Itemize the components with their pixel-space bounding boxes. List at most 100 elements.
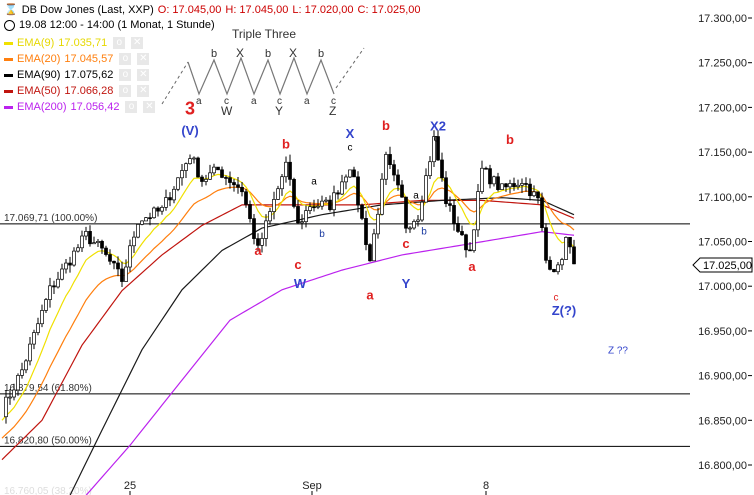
- candle: [200, 174, 204, 187]
- candle: [392, 159, 396, 182]
- ema9-label: EMA(9): [17, 37, 55, 49]
- candle-body: [156, 207, 160, 212]
- candle: [272, 191, 276, 220]
- ohlc-close: C: 17.025,00: [357, 3, 421, 16]
- ema50-close-button[interactable]: ✕: [137, 85, 150, 97]
- candle: [164, 189, 168, 211]
- candle-body: [544, 227, 548, 261]
- price-axis[interactable]: 17.300,00 17.250,00 17.200,00 17.150,00 17.1…: [698, 13, 752, 472]
- fib-label: 16.760,05 (38.20%): [4, 486, 92, 495]
- candle-body: [224, 177, 228, 179]
- candle-body: [312, 206, 316, 209]
- inset-top-x2: X: [289, 46, 297, 60]
- wave-label: a: [468, 259, 476, 274]
- candle: [352, 166, 356, 178]
- y-tick-label: 17.250,00: [698, 58, 747, 70]
- candle-body: [456, 223, 460, 232]
- candle: [268, 208, 272, 225]
- candle: [48, 277, 52, 308]
- candle: [96, 238, 100, 248]
- candle-body: [348, 169, 352, 178]
- candle: [400, 180, 404, 198]
- candle: [172, 186, 176, 204]
- candle: [368, 243, 372, 262]
- candle: [236, 177, 240, 194]
- candle-body: [464, 234, 468, 251]
- inset-bot-a2: a: [251, 96, 257, 107]
- candle: [496, 172, 500, 192]
- candle-body: [476, 191, 480, 231]
- ema50-settings-button[interactable]: o: [119, 85, 132, 97]
- candle-body: [244, 191, 248, 205]
- candle: [500, 183, 504, 190]
- legend-ema50: EMA(50) 17.066,28 o ✕: [4, 85, 150, 97]
- candle-body: [260, 238, 264, 246]
- candle-body: [188, 158, 192, 165]
- candle-body: [420, 201, 424, 221]
- candle: [428, 156, 432, 179]
- indicator-icon[interactable]: ⌛: [4, 4, 18, 16]
- candle: [84, 226, 88, 241]
- ema50-value: 17.066,28: [64, 85, 114, 97]
- candle: [440, 152, 444, 182]
- candle: [216, 166, 220, 171]
- candle-body: [196, 157, 200, 178]
- candle: [184, 162, 188, 178]
- x-tick-label: 8: [483, 480, 489, 492]
- ema90-settings-button[interactable]: o: [119, 69, 132, 81]
- candle-body: [408, 227, 412, 230]
- candle: [356, 171, 360, 213]
- candle-body: [20, 369, 24, 376]
- candle: [544, 223, 548, 264]
- candle-body: [100, 240, 104, 249]
- candle: [460, 225, 464, 237]
- candle-body: [488, 168, 492, 185]
- ema9-close-button[interactable]: ✕: [131, 37, 144, 49]
- candle-body: [452, 205, 456, 224]
- candle: [12, 383, 16, 401]
- ema20-close-button[interactable]: ✕: [137, 53, 150, 65]
- candle-body: [528, 183, 532, 197]
- wave-label: W: [294, 276, 307, 291]
- fib-label: 16.879,54 (61.80%): [4, 383, 92, 394]
- ema9-settings-button[interactable]: o: [113, 37, 126, 49]
- candle: [92, 236, 96, 245]
- candle-body: [532, 191, 536, 197]
- candle: [540, 192, 544, 232]
- candle-body: [52, 285, 56, 288]
- candle-body: [388, 154, 392, 165]
- inset-bot-a3: a: [304, 96, 310, 107]
- candle-body: [136, 224, 140, 238]
- candle-body: [560, 259, 564, 266]
- candle-body: [164, 197, 168, 208]
- candle-body: [216, 166, 220, 171]
- ema20-swatch: [4, 57, 13, 61]
- ema200-close-button[interactable]: ✕: [143, 101, 156, 113]
- candle: [328, 195, 332, 212]
- candle-body: [172, 188, 176, 201]
- candle-body: [220, 169, 224, 178]
- time-axis[interactable]: 25 Sep 8: [124, 480, 489, 495]
- candle-body: [116, 262, 120, 270]
- candle: [332, 185, 336, 217]
- candle-body: [424, 175, 428, 203]
- candle: [304, 205, 308, 228]
- inset-bot-c2: c: [277, 96, 282, 107]
- ema50-label: EMA(50): [17, 85, 61, 97]
- ema200-settings-button[interactable]: o: [125, 101, 138, 113]
- wave-label: X: [346, 126, 355, 141]
- candle-body: [496, 176, 500, 190]
- candle: [504, 183, 508, 192]
- y-tick-label: 16.850,00: [698, 415, 747, 427]
- ema90-close-button[interactable]: ✕: [137, 69, 150, 81]
- candle-body: [292, 179, 296, 207]
- candle: [420, 195, 424, 222]
- candle-body: [96, 240, 100, 244]
- candle-body: [176, 177, 180, 190]
- ema20-settings-button[interactable]: o: [119, 53, 132, 65]
- candle-body: [512, 183, 516, 188]
- ema-line-ema20: [1, 186, 575, 439]
- fib-label: 17.069,71 (100.00%): [4, 213, 97, 224]
- candle: [312, 199, 316, 212]
